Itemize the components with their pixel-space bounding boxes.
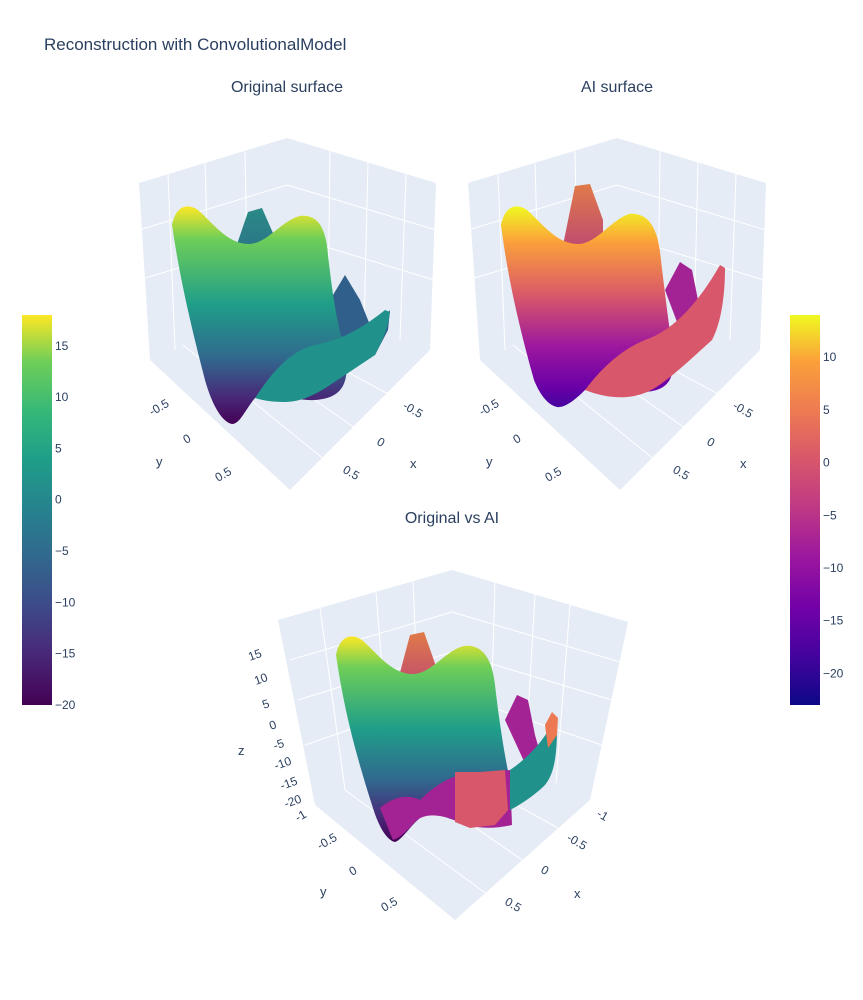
surface-front-sheet	[585, 265, 725, 398]
surface-front-original	[510, 725, 557, 810]
surface-edge-ai	[545, 712, 558, 748]
colorbar-viridis-tick: 5	[55, 441, 62, 455]
colorbar-plasma: 10 5 0 −5 −10 −15 −20	[790, 315, 844, 705]
panel2-x-tick-2: 0.5	[671, 462, 693, 483]
panel3-z-label: z	[238, 743, 245, 758]
panel3-z-tick-0: 15	[246, 646, 264, 664]
panel1-y-label: y	[156, 454, 163, 469]
colorbar-viridis-bar	[22, 315, 52, 705]
scene-ai[interactable]: -0.5 0 0.5 y -0.5 0 0.5 x	[467, 138, 767, 490]
colorbar-viridis-tick: 15	[55, 339, 69, 353]
panel2-title: AI surface	[581, 79, 653, 96]
colorbar-plasma-tick: 5	[823, 403, 830, 417]
panel2-x-label: x	[740, 456, 747, 471]
panel2-y-tick-0: -0.5	[477, 396, 502, 419]
panel2-x-tick-1: 0	[705, 434, 718, 450]
panel1-title: Original surface	[231, 79, 343, 96]
panel3-y-tick-1: -0.5	[315, 830, 340, 853]
panel1-y-tick-0: -0.5	[147, 396, 172, 419]
colorbar-viridis-tick: 0	[55, 493, 62, 507]
colorbar-plasma-tick: −10	[823, 561, 844, 575]
colorbar-viridis-tick: −15	[55, 647, 76, 661]
panel3-z-tick-6: -15	[278, 774, 299, 793]
colorbar-plasma-tick: 10	[823, 350, 837, 364]
panel1-y-tick-2: 0.5	[213, 464, 235, 485]
panel2-y-tick-2: 0.5	[543, 464, 565, 485]
colorbar-plasma-bar	[790, 315, 820, 705]
colorbar-plasma-tick: −15	[823, 614, 844, 628]
panel3-z-tick-3: 0	[267, 717, 278, 733]
chart-title: Reconstruction with ConvolutionalModel	[44, 35, 347, 54]
panel1-y-tick-1: 0	[181, 431, 194, 447]
panel3-y-tick-3: 0.5	[379, 894, 401, 915]
panel2-x-tick-0: -0.5	[731, 398, 756, 421]
panel3-x-tick-1: -0.5	[565, 830, 590, 853]
panel2-y-label: y	[486, 454, 493, 469]
panel3-y-tick-2: 0	[347, 863, 360, 879]
panel3-x-label: x	[574, 886, 581, 901]
panel3-z-tick-1: 10	[252, 670, 270, 688]
panel3-y-label: y	[320, 884, 327, 899]
panel3-title: Original vs AI	[405, 510, 499, 527]
panel3-x-tick-2: 0	[539, 862, 552, 878]
colorbar-plasma-tick: −20	[823, 666, 844, 680]
panel1-x-tick-2: 0.5	[341, 462, 363, 483]
panel3-y-tick-0: -1	[293, 807, 310, 825]
panel3-x-tick-3: 0.5	[503, 894, 525, 915]
panel2-y-tick-1: 0	[511, 431, 524, 447]
panel3-z-tick-5: -10	[272, 754, 293, 773]
colorbar-viridis-tick: −5	[55, 544, 69, 558]
surface-front-sheet	[255, 310, 390, 402]
surface-front-band	[455, 770, 508, 828]
panel1-x-label: x	[410, 456, 417, 471]
colorbar-plasma-tick: 0	[823, 456, 830, 470]
scene-original[interactable]: -0.5 0 0.5 y -0.5 0 0.5 x	[138, 138, 437, 490]
panel3-x-tick-0: -1	[595, 806, 612, 824]
panel3-z-tick-2: 5	[260, 696, 271, 712]
colorbar-plasma-tick: −5	[823, 508, 837, 522]
panel3-z-tick-4: -5	[271, 736, 286, 753]
panel3-z-tick-7: -20	[282, 792, 303, 811]
colorbar-viridis-tick: −10	[55, 595, 76, 609]
panel1-x-tick-1: 0	[375, 434, 388, 450]
panel1-x-tick-0: -0.5	[401, 398, 426, 421]
colorbar-viridis-tick: 10	[55, 390, 69, 404]
colorbar-viridis-tick: −20	[55, 698, 76, 712]
scene-comparison[interactable]: 15 10 5 0 -5 -10 -15 -20 z -1 -0.5 0 0.5…	[238, 570, 628, 920]
colorbar-viridis: 15 10 5 0 −5 −10 −15 −20	[22, 315, 76, 712]
